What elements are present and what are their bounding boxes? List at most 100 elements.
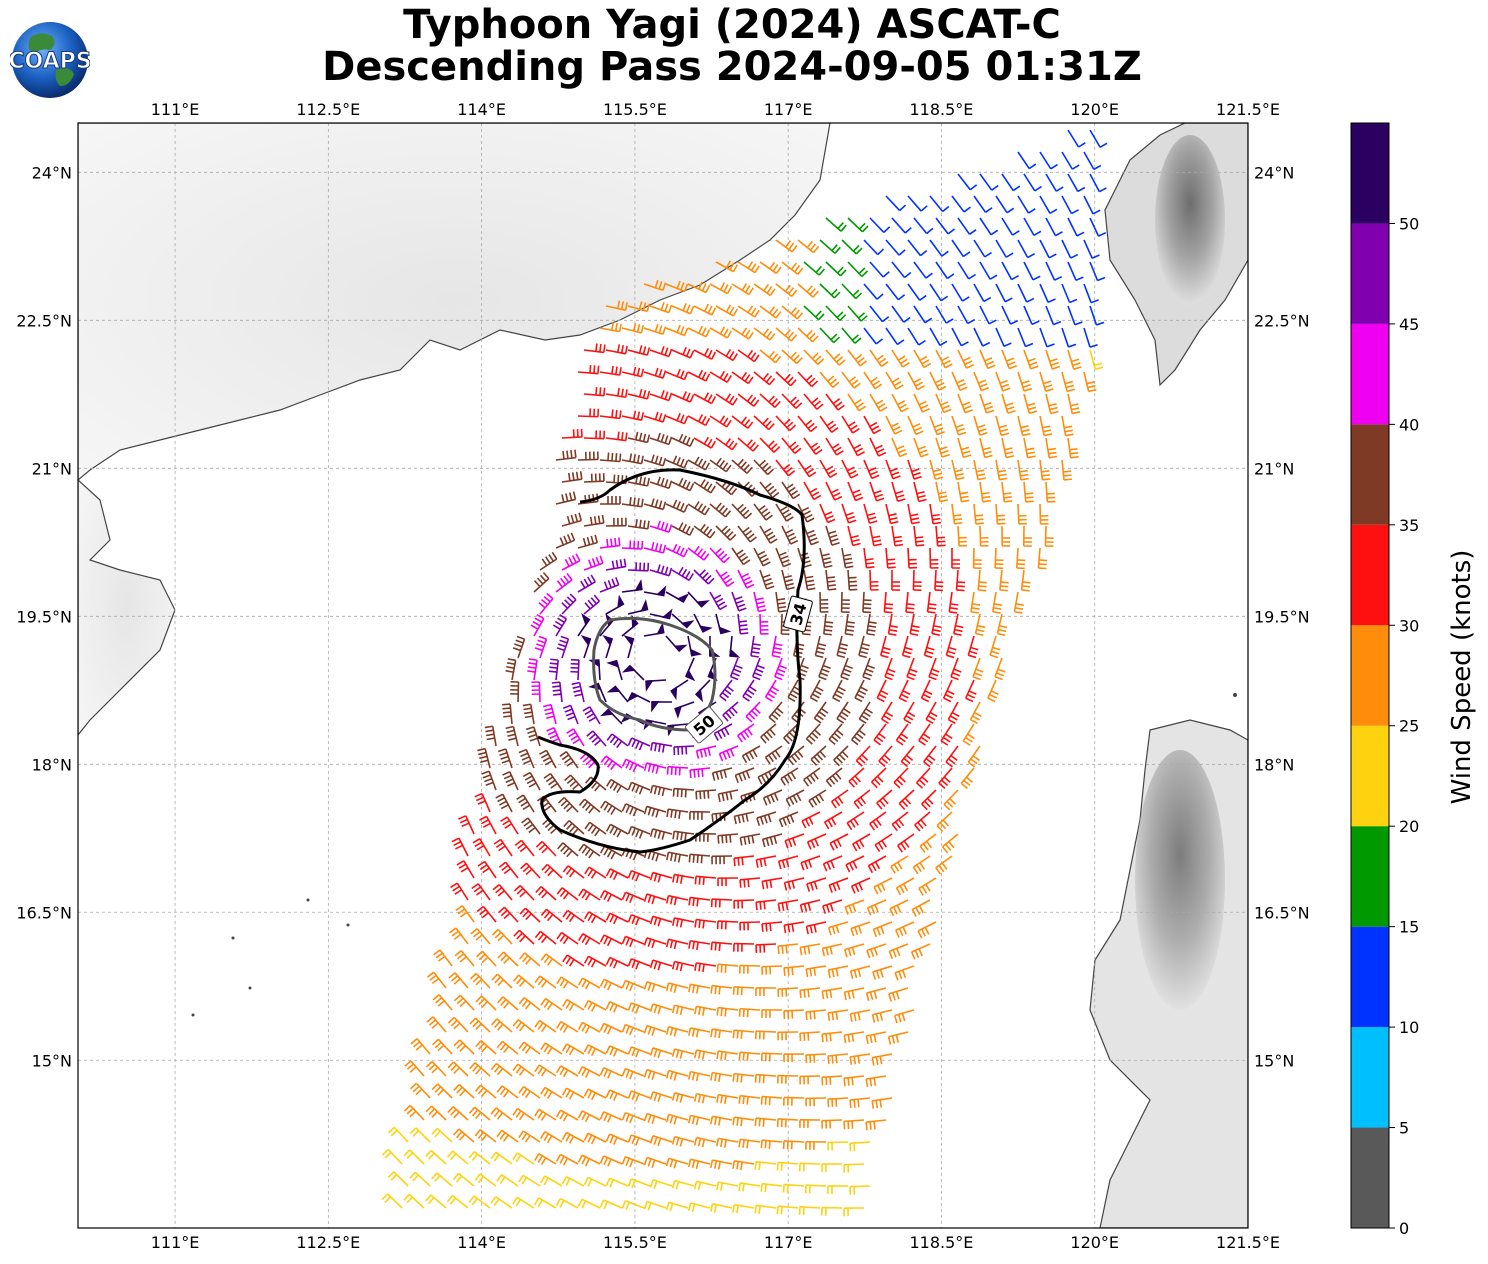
wind-barb — [451, 837, 469, 857]
wind-barb — [577, 1154, 601, 1167]
wind-barb — [571, 681, 585, 703]
wind-barb — [599, 1022, 623, 1035]
wind-barb — [602, 635, 614, 659]
wind-barb — [732, 985, 755, 996]
wind-barb — [1044, 525, 1054, 548]
wind-barb — [775, 371, 797, 387]
wind-barb — [732, 1203, 755, 1214]
wind-barb — [885, 547, 896, 569]
lat-tick-label: 15°N — [1254, 1051, 1294, 1070]
wind-barb — [717, 833, 739, 844]
wind-barb — [825, 393, 845, 411]
wind-barb — [803, 525, 819, 546]
wind-barb — [775, 547, 792, 568]
wind-barb — [737, 569, 755, 589]
wind-barb — [847, 261, 869, 277]
wind-barb — [621, 1200, 645, 1210]
wind-barb — [1045, 261, 1063, 281]
wind-barb — [738, 1138, 761, 1149]
wind-barb — [1022, 525, 1032, 547]
wind-barb — [599, 934, 623, 947]
wind-barb — [761, 921, 783, 932]
wind-barb — [426, 971, 447, 989]
wind-barb — [803, 569, 816, 591]
wind-barb — [556, 635, 570, 659]
wind-barb — [540, 908, 563, 923]
wind-barb — [715, 304, 739, 317]
wind-barb — [715, 437, 738, 451]
wind-barb — [605, 1000, 629, 1013]
wind-barb — [535, 885, 557, 901]
wind-barb — [387, 1171, 409, 1187]
wind-barb — [693, 1136, 717, 1148]
wind-barb — [525, 726, 541, 747]
wind-barb — [738, 1051, 761, 1061]
wind-barb — [755, 855, 777, 868]
wind-barb — [781, 481, 801, 500]
wind-barb — [783, 1096, 805, 1106]
wind-barb — [687, 545, 710, 561]
wind-barb — [651, 701, 673, 713]
wind-barb — [1001, 305, 1019, 325]
wind-barb — [623, 635, 635, 659]
wind-barb — [490, 1107, 513, 1121]
wind-barb — [869, 217, 891, 234]
wind-barb — [737, 393, 760, 407]
wind-barb — [531, 681, 541, 703]
wind-barb — [578, 798, 601, 814]
wind-barb — [534, 635, 548, 659]
wind-barb — [759, 305, 782, 319]
wind-barb — [627, 958, 651, 970]
wind-barb — [973, 371, 990, 392]
wind-barb — [709, 547, 731, 564]
wind-barb — [431, 1038, 453, 1055]
wind-barb — [709, 282, 733, 295]
wind-barb — [490, 1151, 513, 1165]
wind-barb — [957, 349, 975, 369]
wind-barb — [918, 877, 937, 896]
wind-barb — [561, 553, 581, 571]
wind-barb — [1001, 393, 1016, 414]
wind-barb — [583, 594, 601, 615]
wind-barb — [995, 503, 1006, 525]
wind-barb — [803, 349, 825, 365]
wind-barb — [583, 386, 606, 397]
wind-barb — [605, 300, 629, 311]
wind-barb — [566, 728, 585, 747]
wind-barb — [891, 393, 909, 413]
wind-barb — [825, 569, 837, 591]
wind-barb — [935, 855, 953, 875]
wind-barb — [777, 855, 799, 870]
wind-barb — [759, 613, 769, 635]
wind-barb — [880, 701, 894, 724]
wind-barb — [760, 1139, 783, 1149]
lat-ticks-left: 24°N 22.5°N 21°N 19.5°N 18°N 16.5°N 15°N — [16, 163, 72, 1070]
wind-barb — [731, 371, 754, 385]
wind-barb — [913, 217, 934, 235]
wind-barb — [1045, 481, 1056, 503]
lat-tick-label: 19.5°N — [16, 607, 72, 626]
wind-barb — [821, 1075, 843, 1086]
wind-barb — [1017, 371, 1033, 392]
wind-barb — [693, 436, 717, 449]
wind-barb — [781, 349, 803, 365]
wind-barb — [1039, 283, 1056, 304]
wind-barb — [606, 778, 629, 794]
wind-barb — [879, 635, 891, 659]
wind-barb — [759, 261, 782, 275]
wind-barb — [599, 452, 622, 463]
wind-barb — [583, 430, 606, 440]
wind-barb — [556, 976, 579, 989]
wind-barb — [979, 305, 997, 325]
wind-barb — [775, 459, 796, 477]
wind-barb — [522, 771, 541, 791]
wind-barb — [561, 512, 583, 527]
wind-barb — [577, 977, 601, 990]
wind-barb — [665, 412, 689, 425]
wind-barb — [977, 569, 987, 592]
wind-barb — [1061, 239, 1079, 259]
wind-barb — [913, 349, 932, 369]
wind-barb — [693, 348, 717, 360]
wind-barb — [643, 937, 667, 949]
wind-barb — [1089, 305, 1105, 326]
